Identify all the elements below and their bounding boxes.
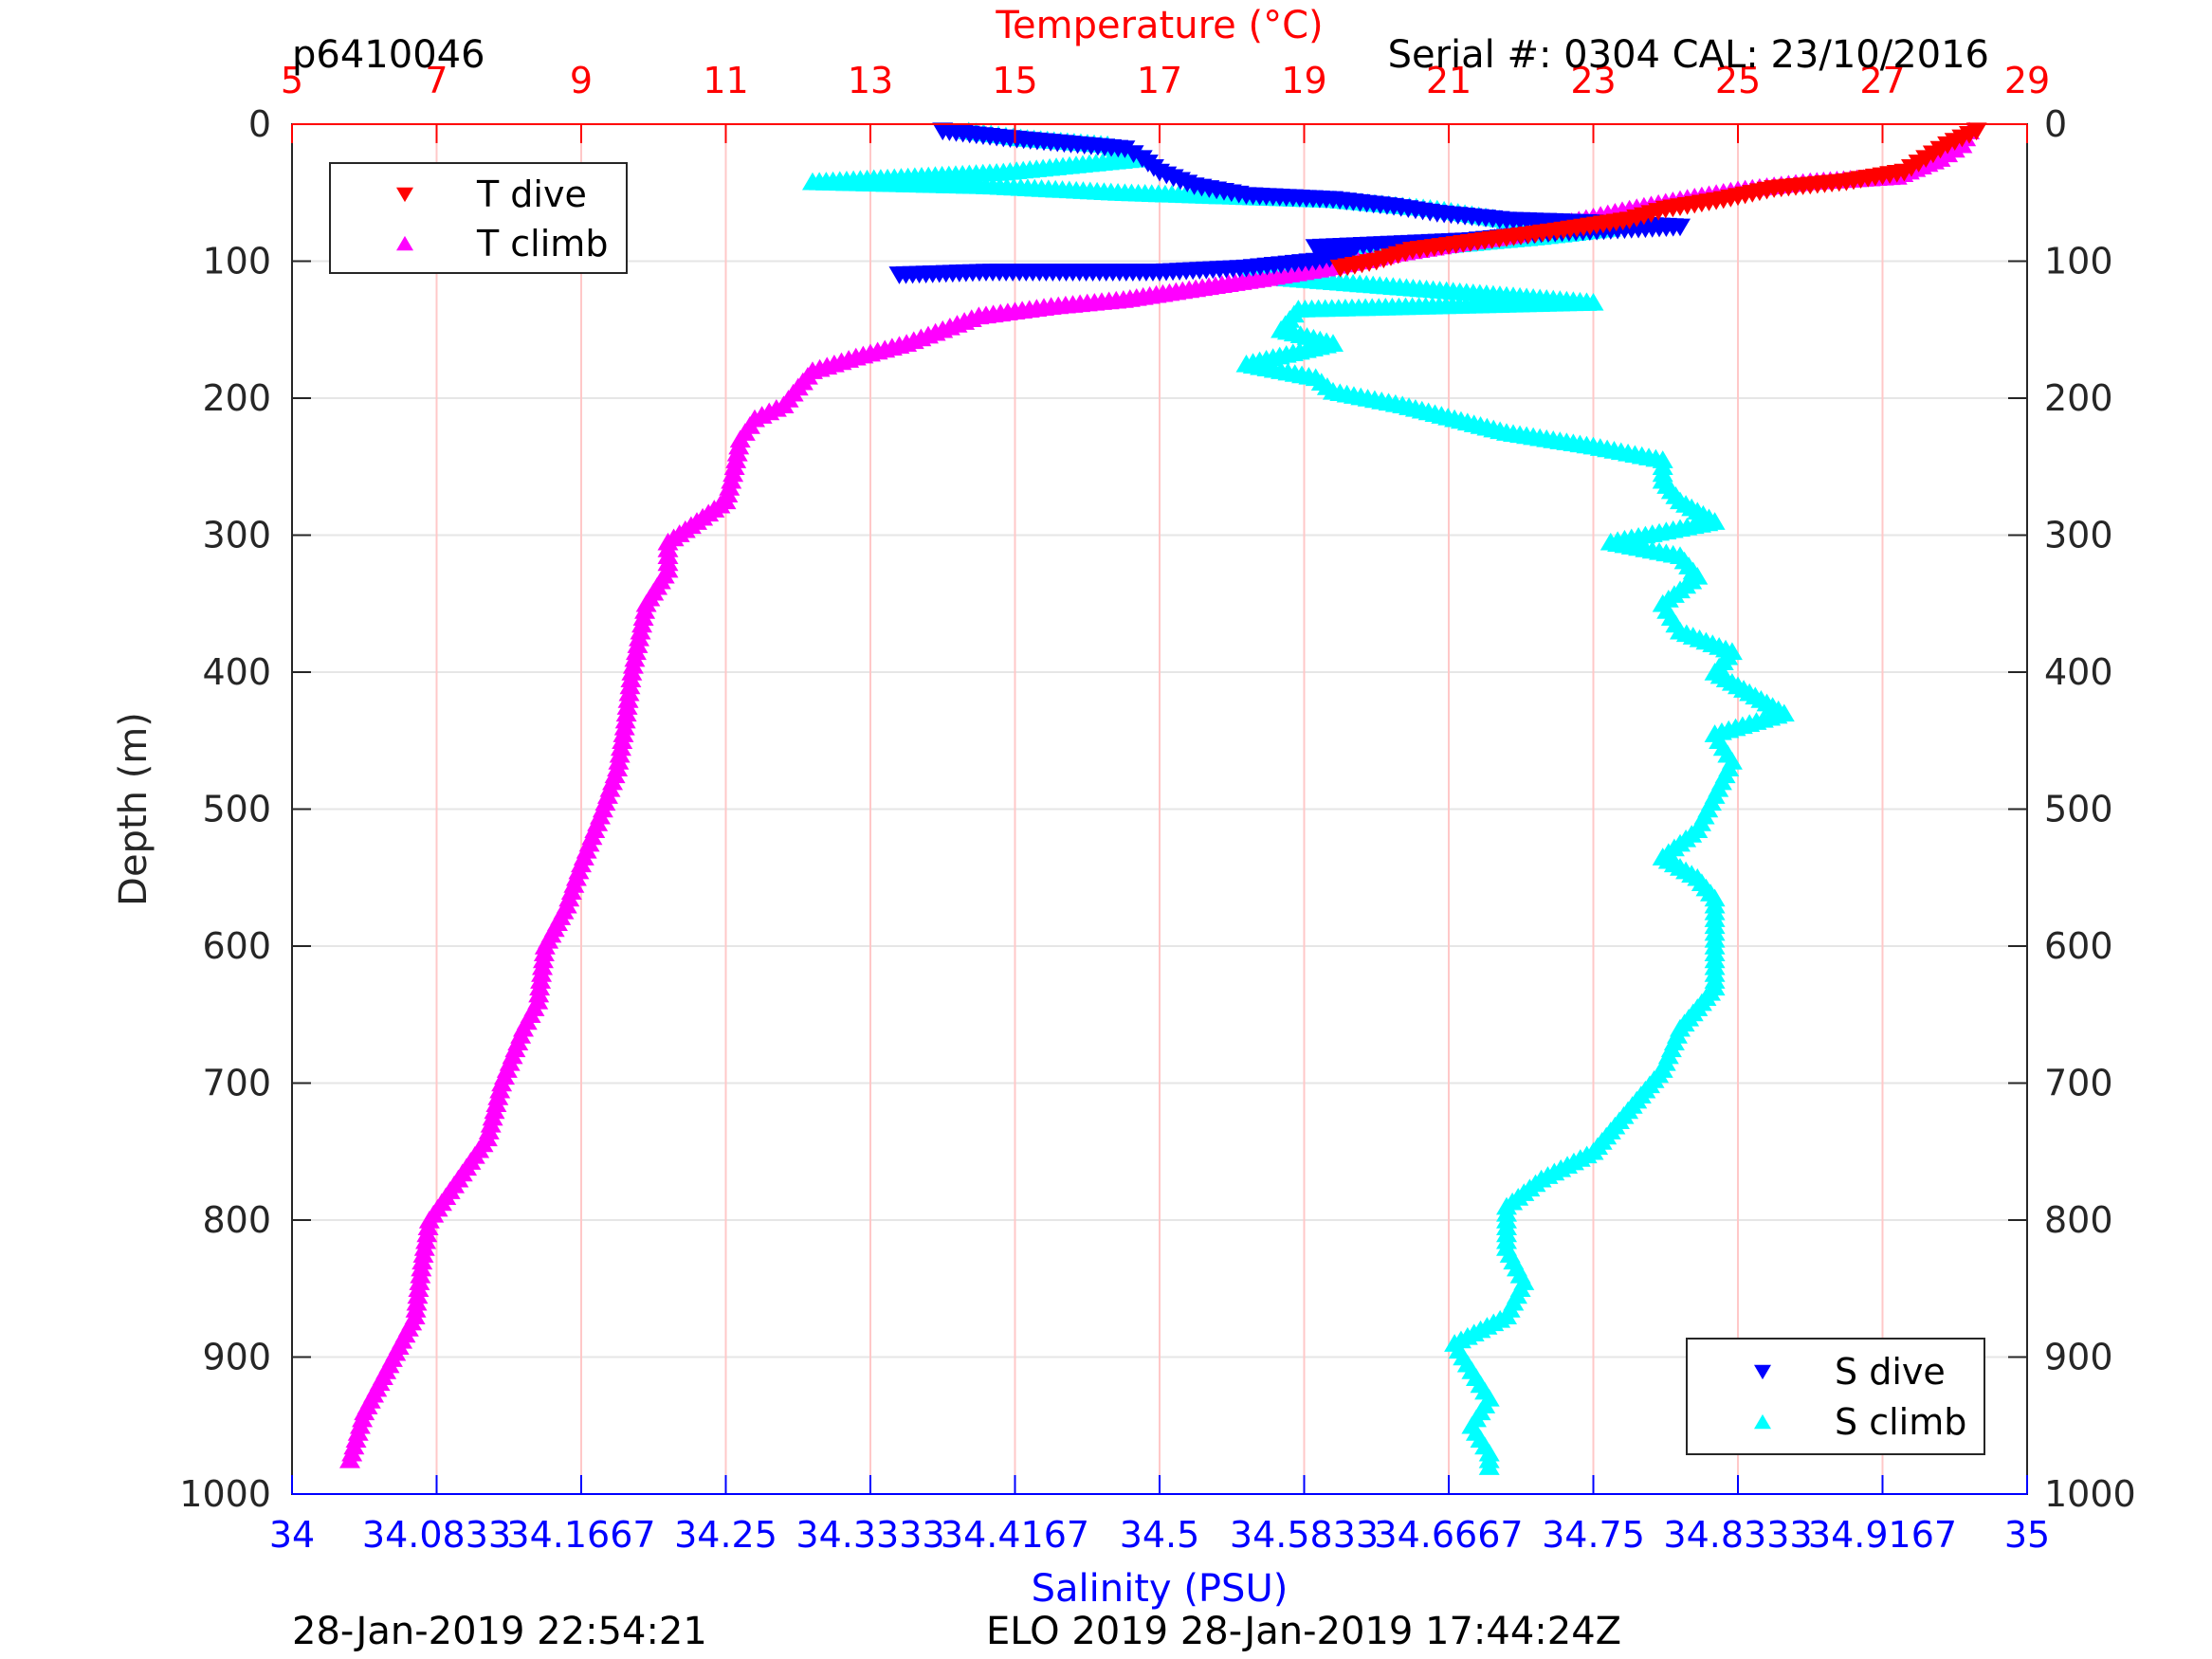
temperature-tick-label: 13 xyxy=(848,60,893,101)
depth-tick-label-left: 1000 xyxy=(179,1473,271,1515)
salinity-tick-label: 34.6667 xyxy=(1374,1514,1523,1556)
depth-tick-label-left: 500 xyxy=(202,789,271,830)
salinity-tick-label: 34.25 xyxy=(674,1514,777,1556)
footer-left-timestamp: 28-Jan-2019 22:54:21 xyxy=(292,1610,707,1653)
depth-tick-label-right: 200 xyxy=(2044,377,2113,419)
salinity-tick-label: 34.3333 xyxy=(795,1514,944,1556)
salinity-tick-label: 34.5833 xyxy=(1230,1514,1379,1556)
temperature-tick-label: 23 xyxy=(1570,60,1616,101)
legend-marker-shape xyxy=(396,235,413,251)
salinity-tick-label: 34.75 xyxy=(1542,1514,1645,1556)
legend-s-climb-label: S climb xyxy=(1835,1401,1966,1443)
depth-tick-label-right: 500 xyxy=(2044,789,2113,830)
salinity-axis-label: Salinity (PSU) xyxy=(1032,1567,1289,1611)
series-t-dive xyxy=(1329,122,1987,278)
salinity-tick-label: 34.0833 xyxy=(362,1514,511,1556)
profile-id: p6410046 xyxy=(292,33,485,77)
salinity-tick-label: 34 xyxy=(269,1514,315,1556)
data-point xyxy=(610,738,631,757)
depth-tick-label-left: 300 xyxy=(202,515,271,556)
depth-tick-label-left: 100 xyxy=(202,241,271,283)
legend-marker-shape xyxy=(1754,1413,1771,1430)
salinity-tick-label: 34.1667 xyxy=(506,1514,655,1556)
y-axis-label: Depth (m) xyxy=(112,712,155,906)
tick-layer: 0 0 100 100 200 200 300 300 400 400 500 500 600 600 70… xyxy=(179,60,2135,1556)
depth-tick-label-right: 900 xyxy=(2044,1337,2113,1378)
data-point xyxy=(412,1245,434,1263)
data-point xyxy=(1123,145,1144,163)
temperature-tick-label: 7 xyxy=(425,60,448,101)
salinity-tick-label: 34.9167 xyxy=(1808,1514,1957,1556)
legend-t-dive-label: T dive xyxy=(476,173,587,215)
temperature-tick-label: 19 xyxy=(1281,60,1326,101)
depth-tick-label-left: 700 xyxy=(202,1063,271,1104)
temperature-tick-label: 21 xyxy=(1426,60,1472,101)
depth-tick-label-right: 800 xyxy=(2044,1199,2113,1241)
depth-tick-label-right: 400 xyxy=(2044,651,2113,693)
data-point xyxy=(888,266,910,284)
temperature-tick-label: 25 xyxy=(1715,60,1761,101)
temperature-axis-label: Temperature (°C) xyxy=(995,4,1323,47)
salinity-legend: S dive S climb xyxy=(1686,1338,1985,1455)
depth-tick-label-left: 800 xyxy=(202,1199,271,1241)
legend-t-dive-marker xyxy=(396,187,413,203)
data-point xyxy=(418,1211,440,1229)
depth-tick-label-right: 700 xyxy=(2044,1063,2113,1104)
data-point xyxy=(415,1231,437,1249)
data-point xyxy=(1329,259,1351,278)
data-point xyxy=(612,731,633,750)
salinity-tick-label: 34.8333 xyxy=(1663,1514,1812,1556)
depth-tick-label-right: 1000 xyxy=(2044,1473,2136,1515)
data-point xyxy=(1478,1457,1500,1475)
data-layer xyxy=(339,121,1987,1475)
legend-t-climb-marker xyxy=(396,235,413,251)
depth-tick-label-right: 100 xyxy=(2044,241,2113,283)
temperature-tick-label: 29 xyxy=(2004,60,2050,101)
temperature-tick-label: 9 xyxy=(570,60,593,101)
depth-tick-label-right: 0 xyxy=(2044,103,2067,145)
legend-s-dive-label: S dive xyxy=(1835,1351,1946,1393)
depth-tick-label-left: 600 xyxy=(202,925,271,967)
data-point xyxy=(613,717,635,736)
temperature-tick-label: 11 xyxy=(703,60,748,101)
temperature-tick-label: 5 xyxy=(281,60,303,101)
temperature-tick-label: 27 xyxy=(1859,60,1905,101)
temperature-tick-label: 15 xyxy=(992,60,1037,101)
temperature-tick-label: 17 xyxy=(1137,60,1182,101)
depth-tick-label-right: 300 xyxy=(2044,515,2113,556)
salinity-legend-box xyxy=(1686,1338,1985,1455)
salinity-tick-label: 35 xyxy=(2004,1514,2050,1556)
data-point xyxy=(1114,140,1136,158)
data-point xyxy=(609,744,631,763)
data-point xyxy=(413,1238,435,1256)
depth-tick-label-right: 600 xyxy=(2044,925,2113,967)
depth-tick-label-left: 0 xyxy=(248,103,271,145)
data-point xyxy=(608,752,630,770)
depth-tick-label-left: 400 xyxy=(202,651,271,693)
legend-s-dive-marker xyxy=(1754,1364,1771,1380)
data-point xyxy=(339,1449,360,1468)
salinity-tick-label: 34.4167 xyxy=(941,1514,1089,1556)
temperature-legend: T dive T climb xyxy=(329,162,628,274)
legend-marker-shape xyxy=(396,187,413,203)
grid-layer xyxy=(291,123,2028,1495)
salinity-tick-label: 34.5 xyxy=(1120,1514,1200,1556)
legend-t-climb-label: T climb xyxy=(476,223,608,264)
temperature-legend-box xyxy=(329,162,628,274)
legend-s-climb-marker xyxy=(1754,1413,1771,1430)
serial-cal-label: Serial #: 0304 CAL: 23/10/2016 xyxy=(1388,33,1989,77)
data-point xyxy=(417,1217,439,1236)
footer-right-timestamp: ELO 2019 28-Jan-2019 17:44:24Z xyxy=(986,1610,1621,1653)
depth-tick-label-left: 200 xyxy=(202,377,271,419)
legend-marker-shape xyxy=(1754,1364,1771,1380)
depth-tick-label-left: 900 xyxy=(202,1337,271,1378)
data-point xyxy=(416,1224,438,1243)
data-point xyxy=(612,724,634,742)
